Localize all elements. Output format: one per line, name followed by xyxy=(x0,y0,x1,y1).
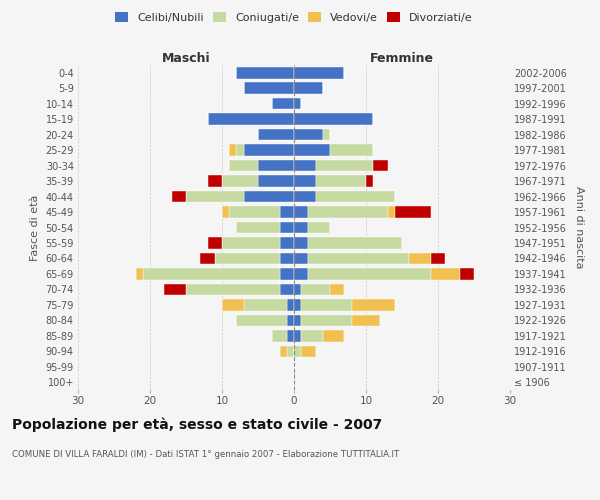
Bar xyxy=(388,206,395,218)
Bar xyxy=(244,144,294,156)
Bar xyxy=(258,176,294,187)
Bar xyxy=(316,176,366,187)
Bar xyxy=(294,284,301,295)
Bar xyxy=(280,206,294,218)
Y-axis label: Anni di nascita: Anni di nascita xyxy=(574,186,584,269)
Text: Popolazione per età, sesso e stato civile - 2007: Popolazione per età, sesso e stato civil… xyxy=(12,418,382,432)
Bar xyxy=(294,144,330,156)
Bar xyxy=(294,190,316,202)
Bar xyxy=(294,268,308,280)
Bar xyxy=(236,144,244,156)
Bar xyxy=(208,114,294,125)
Bar xyxy=(258,129,294,140)
Bar xyxy=(294,299,301,310)
Bar xyxy=(294,98,301,110)
Bar xyxy=(301,299,352,310)
Bar xyxy=(280,268,294,280)
Y-axis label: Fasce di età: Fasce di età xyxy=(30,194,40,260)
Bar xyxy=(244,82,294,94)
Bar xyxy=(316,190,395,202)
Bar xyxy=(236,67,294,78)
Bar xyxy=(280,252,294,264)
Bar xyxy=(352,299,395,310)
Bar xyxy=(164,284,186,295)
Bar xyxy=(208,176,222,187)
Bar xyxy=(215,252,280,264)
Bar xyxy=(301,346,316,357)
Bar xyxy=(294,222,308,234)
Bar xyxy=(287,314,294,326)
Bar xyxy=(222,299,244,310)
Bar xyxy=(222,206,229,218)
Bar xyxy=(301,330,323,342)
Bar xyxy=(244,299,287,310)
Bar xyxy=(280,222,294,234)
Bar xyxy=(323,129,330,140)
Bar xyxy=(308,252,409,264)
Text: Femmine: Femmine xyxy=(370,52,434,65)
Bar xyxy=(330,144,373,156)
Bar xyxy=(294,176,316,187)
Bar xyxy=(172,190,186,202)
Bar xyxy=(236,314,287,326)
Bar xyxy=(323,330,344,342)
Bar xyxy=(272,98,294,110)
Bar xyxy=(294,346,301,357)
Bar xyxy=(229,160,258,172)
Bar xyxy=(287,299,294,310)
Bar xyxy=(395,206,431,218)
Bar xyxy=(186,284,280,295)
Bar xyxy=(352,314,380,326)
Bar xyxy=(294,114,373,125)
Bar xyxy=(186,190,244,202)
Bar xyxy=(280,346,287,357)
Bar xyxy=(301,284,330,295)
Bar xyxy=(294,314,301,326)
Bar xyxy=(280,284,294,295)
Bar xyxy=(258,160,294,172)
Bar xyxy=(136,268,143,280)
Text: Maschi: Maschi xyxy=(161,52,211,65)
Bar xyxy=(308,268,431,280)
Bar xyxy=(294,330,301,342)
Bar xyxy=(294,129,323,140)
Bar xyxy=(316,160,373,172)
Bar xyxy=(301,314,352,326)
Bar xyxy=(229,144,236,156)
Bar xyxy=(280,237,294,249)
Bar xyxy=(294,252,308,264)
Bar xyxy=(366,176,373,187)
Bar xyxy=(308,222,330,234)
Bar xyxy=(229,206,280,218)
Bar xyxy=(330,284,344,295)
Bar xyxy=(431,268,460,280)
Bar xyxy=(143,268,280,280)
Bar xyxy=(208,237,222,249)
Bar xyxy=(294,82,323,94)
Bar xyxy=(294,160,316,172)
Text: COMUNE DI VILLA FARALDI (IM) - Dati ISTAT 1° gennaio 2007 - Elaborazione TUTTITA: COMUNE DI VILLA FARALDI (IM) - Dati ISTA… xyxy=(12,450,399,459)
Bar xyxy=(308,206,388,218)
Bar xyxy=(373,160,388,172)
Bar xyxy=(294,206,308,218)
Legend: Celibi/Nubili, Coniugati/e, Vedovi/e, Divorziati/e: Celibi/Nubili, Coniugati/e, Vedovi/e, Di… xyxy=(111,8,477,28)
Bar xyxy=(200,252,215,264)
Bar xyxy=(294,237,308,249)
Bar xyxy=(409,252,431,264)
Bar xyxy=(244,190,294,202)
Bar xyxy=(222,176,258,187)
Bar xyxy=(287,330,294,342)
Bar xyxy=(236,222,280,234)
Bar xyxy=(294,67,344,78)
Bar xyxy=(460,268,474,280)
Bar xyxy=(308,237,402,249)
Bar xyxy=(431,252,445,264)
Bar xyxy=(222,237,280,249)
Bar xyxy=(272,330,287,342)
Bar xyxy=(287,346,294,357)
